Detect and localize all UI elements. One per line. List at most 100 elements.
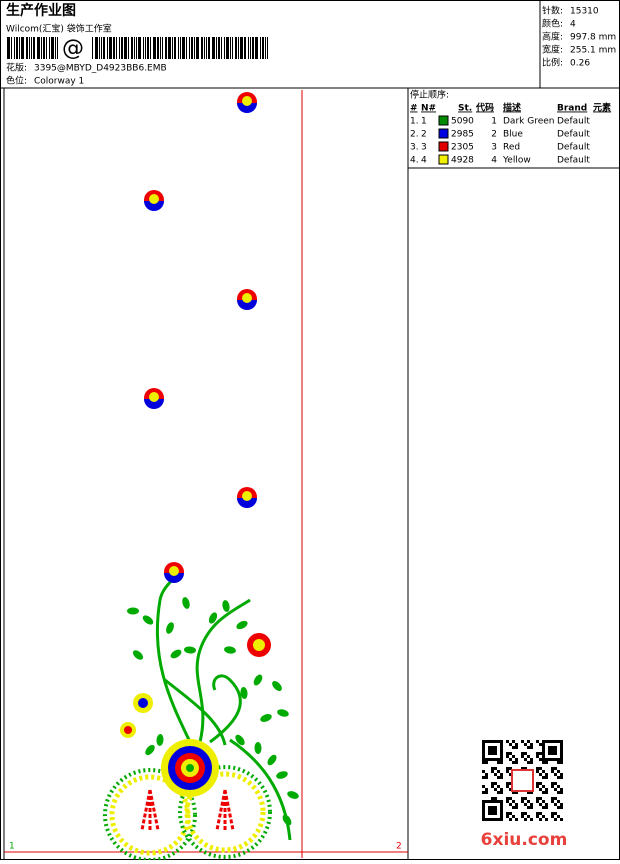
qr-cell — [488, 749, 491, 752]
qr-cell — [542, 776, 545, 779]
qr-cell — [485, 758, 488, 761]
qr-cell — [497, 758, 500, 761]
bar — [29, 37, 30, 59]
qr-cell — [506, 815, 509, 818]
qr-cell — [554, 767, 557, 770]
leaf — [156, 734, 164, 746]
qr-cell — [500, 788, 503, 791]
qr-cell — [491, 746, 494, 749]
motif-base — [237, 103, 257, 113]
qr-cell — [491, 767, 494, 770]
bar — [218, 37, 220, 59]
bar — [212, 37, 215, 59]
stat-label: 颜色: — [542, 18, 563, 30]
color-swatch — [438, 141, 449, 152]
brand: Default — [557, 143, 590, 153]
bar — [16, 37, 18, 59]
qr-cell — [500, 812, 503, 815]
qr-cell — [536, 800, 539, 803]
qr-cell — [536, 812, 539, 815]
bar — [138, 37, 141, 59]
stat-label: 宽度: — [542, 44, 563, 56]
qr-cell — [554, 803, 557, 806]
stat-value: 4 — [570, 20, 576, 30]
qr-cell — [557, 815, 560, 818]
software: Wilcom(汇宝) 袋饰工作室 — [6, 23, 112, 35]
qr-cell — [500, 752, 503, 755]
stat-value: 997.8 mm — [570, 33, 616, 43]
bar — [189, 37, 190, 59]
bar — [252, 37, 254, 59]
bar — [165, 37, 167, 59]
qr-cell — [488, 740, 491, 743]
qr-cell — [557, 776, 560, 779]
qr-cell — [488, 806, 491, 809]
motif-base — [144, 201, 164, 211]
leaf — [208, 612, 218, 624]
column-header: 元素 — [593, 102, 611, 114]
qr-cell — [524, 797, 527, 800]
qr-cell — [542, 743, 545, 746]
bar — [182, 37, 185, 59]
qr-cell — [488, 758, 491, 761]
bar — [204, 37, 205, 59]
qr-cell — [512, 806, 515, 809]
bar — [250, 37, 251, 59]
leaf — [235, 734, 245, 746]
qr-cell — [494, 782, 497, 785]
qr-cell — [542, 761, 545, 764]
qr-cell — [560, 773, 563, 776]
qr-cell — [491, 806, 494, 809]
qr-cell — [485, 776, 488, 779]
qr-cell — [560, 803, 563, 806]
motif-center — [242, 293, 252, 303]
qr-cell — [542, 749, 545, 752]
bar — [168, 37, 171, 59]
bar — [95, 37, 98, 59]
qr-cell — [512, 746, 515, 749]
qr-cell — [488, 746, 491, 749]
qr-cell — [509, 803, 512, 806]
qr-cell — [539, 758, 542, 761]
qr-cell — [485, 791, 488, 794]
bar — [230, 37, 231, 59]
qr-cell — [491, 812, 494, 815]
code: 3 — [491, 143, 497, 153]
qr-cell — [551, 749, 554, 752]
bar — [201, 37, 203, 59]
qr-cell — [482, 800, 485, 803]
qr-cell — [521, 800, 524, 803]
qr-cell — [497, 740, 500, 743]
leaf — [182, 597, 190, 609]
qr-cell — [530, 743, 533, 746]
qr-cell — [500, 746, 503, 749]
qr-cell — [551, 752, 554, 755]
qr-cell — [488, 800, 491, 803]
code: 1 — [491, 117, 497, 127]
bar — [21, 37, 24, 59]
qr-cell — [554, 749, 557, 752]
stat-label: 针数: — [542, 5, 563, 17]
qr-cell — [542, 785, 545, 788]
marker: 2 — [396, 842, 402, 852]
row-index: 2. — [410, 130, 419, 140]
qr-cell — [485, 800, 488, 803]
sequence-table: # N# St. 代码 描述 Brand 元素1. 1 5090 1 Dark Green Defau… — [410, 102, 611, 166]
bar — [7, 37, 10, 59]
bar — [221, 37, 222, 59]
qr-cell — [482, 818, 485, 821]
bar — [147, 37, 149, 59]
qr-cell — [536, 767, 539, 770]
qr-cell — [536, 785, 539, 788]
qr-cell — [527, 815, 530, 818]
bar — [57, 37, 58, 59]
bar — [260, 37, 261, 59]
qr-cell — [500, 800, 503, 803]
flower-center — [186, 764, 194, 772]
column-header: Brand — [557, 104, 587, 114]
bar — [262, 37, 264, 59]
leaf — [145, 744, 155, 756]
qr-cell — [542, 800, 545, 803]
